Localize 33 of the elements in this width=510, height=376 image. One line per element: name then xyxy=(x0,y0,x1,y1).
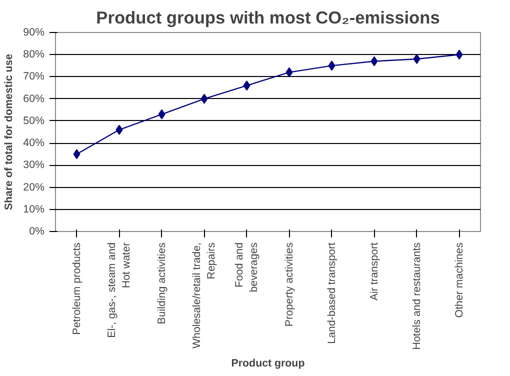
y-tick-label: 50% xyxy=(23,114,46,127)
y-tick-label: 40% xyxy=(23,137,46,150)
y-tick-label: 20% xyxy=(23,181,46,194)
point xyxy=(413,54,420,64)
x-tick-label: Wholesale/retail trade, Repairs xyxy=(191,242,218,349)
point xyxy=(286,67,293,78)
y-tick-label: 10% xyxy=(23,203,46,216)
x-tick-label: Building activities xyxy=(156,242,168,324)
point xyxy=(116,124,123,135)
x-tick-label: Air transport xyxy=(368,242,380,301)
point xyxy=(158,109,166,120)
point xyxy=(243,80,250,91)
point xyxy=(370,56,378,66)
y-tick-label: 90% xyxy=(23,26,46,38)
x-tick-label: Hotels and restaurants xyxy=(410,242,423,350)
point xyxy=(456,50,463,60)
chart-title: Product groups with most CO₂-emissions xyxy=(96,8,440,28)
y-tick-label: 30% xyxy=(23,159,46,172)
x-tick-label: El-, gas-, steam and Hot water xyxy=(106,242,132,338)
point xyxy=(200,94,208,104)
y-tick-label: 80% xyxy=(23,48,46,61)
x-axis-title: Product group xyxy=(231,358,306,370)
y-tick-label: 60% xyxy=(23,92,46,105)
point xyxy=(73,149,80,160)
point xyxy=(328,60,336,71)
x-tick-label: Land-based transport xyxy=(326,242,338,344)
y-axis-title: Share of total for domestic use xyxy=(3,54,16,210)
y-tick-label: 0% xyxy=(29,226,46,238)
x-tick-label: Food and beverages xyxy=(234,242,260,292)
x-tick-label: Other machines xyxy=(453,242,466,318)
y-tick-label: 70% xyxy=(23,70,46,83)
x-tick-label: Property activities xyxy=(283,242,296,327)
x-tick-label: Petroleum products xyxy=(70,242,83,335)
